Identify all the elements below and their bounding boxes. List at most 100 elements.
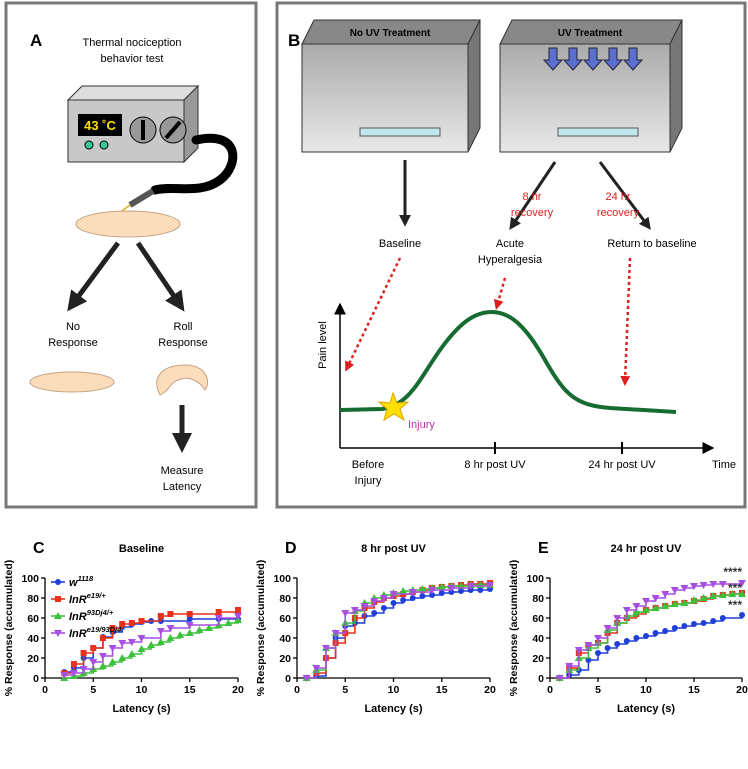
x-axis-label: Latency (s) [617,703,675,715]
marker [235,607,241,613]
marker [595,650,601,656]
legend-name: InR [69,628,87,640]
marker [321,645,330,652]
marker [652,630,659,636]
larva [29,371,115,393]
marker [690,596,698,603]
marker [681,623,688,629]
outcome: Measure [161,465,204,477]
marker [186,611,193,617]
marker [55,596,61,602]
cable [150,133,238,195]
legend-superscript: 93Dj4/+ [87,608,114,617]
state-label: Baseline [379,238,421,250]
marker [389,591,398,598]
marker [642,606,650,613]
annotation: *** [728,598,742,612]
marker [147,641,156,648]
marker [661,602,670,609]
y-label: Pain level [317,321,329,369]
marker [195,626,204,633]
title-line: Thermal nociception [82,37,181,49]
marker [642,598,650,605]
x-tick-label: 5 [595,684,601,696]
panel-label: B [288,31,300,50]
marker [70,661,77,667]
marker [603,625,612,632]
y-tick-label: 80 [532,593,544,605]
marker [709,592,718,599]
marker [699,594,708,601]
marker [119,621,126,627]
marker [127,650,136,657]
marker [350,607,359,614]
state-label: Acute [496,238,524,250]
marker [709,581,718,588]
arrow [598,161,651,230]
marker [60,672,69,679]
x-tick-label: 15 [688,684,700,696]
marker [719,615,726,621]
marker [118,640,127,647]
legend-name: InR [69,594,87,606]
y-tick-label: 60 [279,613,291,625]
marker [108,645,117,652]
legend-label: InRe19/93Dj4 [69,625,122,640]
display [78,114,122,136]
marker [156,628,165,635]
legend-label: w1118 [69,574,94,589]
marker [718,581,727,588]
panel-b: B No UV Treatment UV Treatment 8 hr reco… [275,1,747,509]
state-label: Return to baseline [607,238,696,250]
y-tick-label: 60 [27,613,39,625]
marker [156,638,165,645]
marker [224,619,233,626]
marker [699,582,708,589]
panel-a: A Thermal nociception behavior test 43 ˚… [4,1,258,509]
legend-name: InR [69,611,87,623]
x-tick-label: 20 [484,684,496,696]
marker [205,624,214,631]
marker [718,591,727,598]
marker [614,641,621,647]
marker [312,665,321,672]
larva [75,210,181,238]
marker [738,580,746,587]
marker [167,611,174,617]
panel-label: D [285,540,297,557]
marker [438,590,445,596]
marker [371,610,378,616]
marker [137,645,146,652]
led [84,140,94,150]
outcome: Latency [163,481,202,493]
marker [486,582,494,589]
legend-superscript: 1118 [78,574,94,583]
legend-superscript: e19/+ [87,591,107,600]
marker [54,630,62,637]
marker [574,647,583,654]
marker [661,591,670,598]
marker [331,630,340,637]
pain-curve [339,309,677,414]
panel-border [275,1,747,509]
marker [651,604,660,611]
box-side [669,19,683,153]
y-tick-label: 0 [538,673,544,685]
marker [738,590,746,597]
marker [594,635,602,642]
y-axis-label: % Response (accumulated) [3,560,15,697]
recovery-label: recovery [597,207,640,219]
legend-label: InR93Dj4/+ [69,608,114,623]
marker [680,585,689,592]
legend-superscript: e19/93Dj4 [87,625,122,634]
marker [138,618,145,624]
x-tick-label: 10 [136,684,148,696]
marker [118,654,127,661]
marker [399,587,408,594]
marker [166,625,175,632]
state-label: Hyperalgesia [478,254,543,266]
marker [458,588,465,594]
y-tick-label: 20 [27,653,39,665]
larva-curled [156,364,209,396]
